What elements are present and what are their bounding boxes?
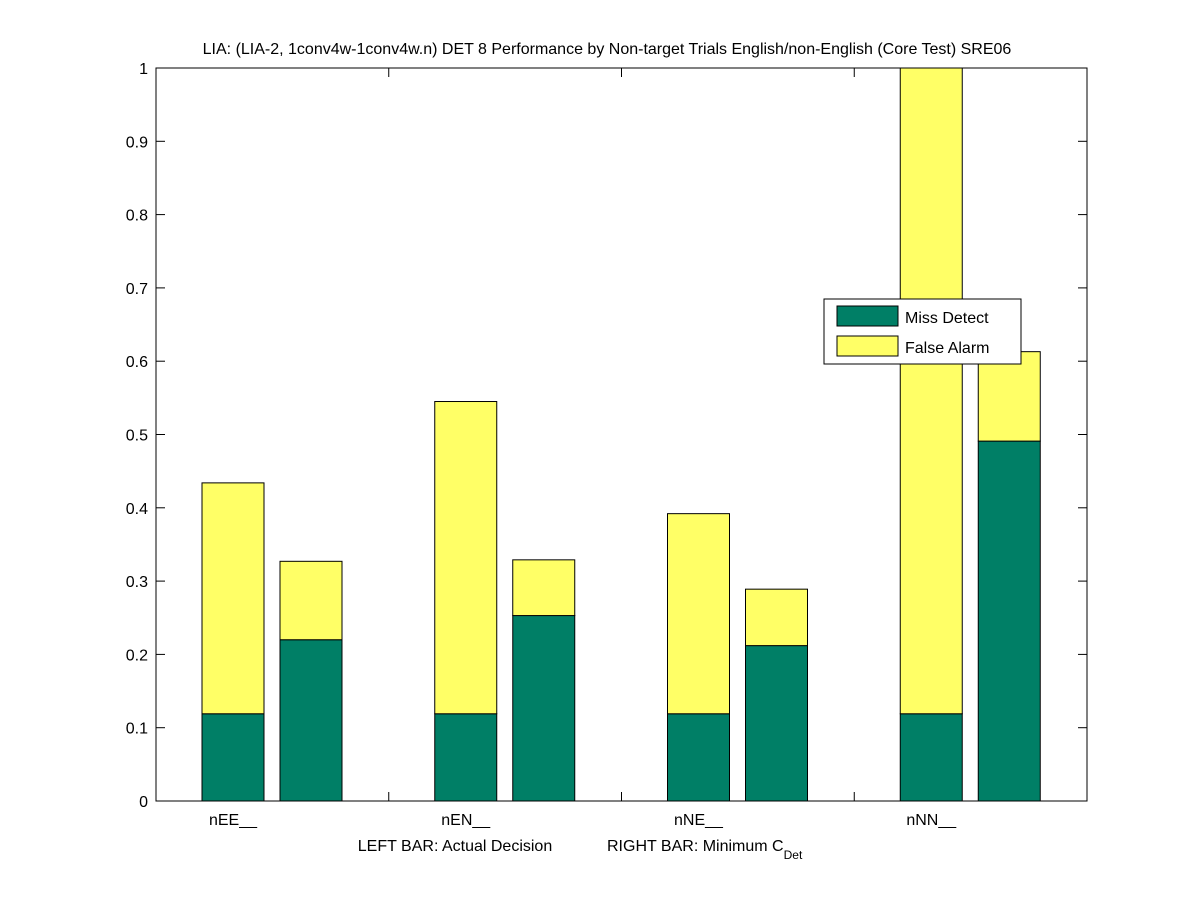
- legend-swatch-false-alarm: [836, 335, 899, 357]
- y-tick-label: 0.1: [126, 721, 148, 738]
- y-tick-label: 0.7: [126, 281, 148, 298]
- y-tick-label: 1: [139, 61, 148, 78]
- x-axis-label-right-main: RIGHT BAR: Minimum C: [607, 838, 784, 855]
- x-tick-label: nEN__: [441, 812, 491, 829]
- y-tick-label: 0.9: [126, 134, 148, 151]
- bar-actual-miss-detect-nne: [667, 713, 730, 802]
- bar-actual-miss-detect-nee: [201, 713, 265, 802]
- x-tick-label: nEE__: [209, 812, 258, 829]
- legend-label-miss-detect: Miss Detect: [905, 310, 989, 327]
- bar-minimum-false-alarm-nnn: [977, 351, 1041, 442]
- y-tick-label: 0.3: [126, 574, 148, 591]
- legend-swatch-miss-detect: [836, 305, 899, 327]
- x-axis: nEE__ nEN__ nNE__ nNN__: [209, 68, 957, 829]
- bars: [201, 67, 1041, 802]
- y-tick-label: 0.6: [126, 354, 148, 371]
- y-tick-label: 0.5: [126, 428, 148, 445]
- bar-minimum-miss-detect-nnn: [977, 440, 1041, 802]
- bar-minimum-false-alarm-nne: [745, 588, 808, 647]
- bar-actual-false-alarm-nnn: [899, 67, 963, 715]
- x-axis-label-left: LEFT BAR: Actual Decision: [358, 838, 552, 855]
- bar-minimum-miss-detect-nee: [279, 639, 343, 802]
- bar-minimum-miss-detect-nne: [745, 645, 808, 802]
- bar-actual-false-alarm-nne: [667, 513, 730, 715]
- legend-label-false-alarm: False Alarm: [905, 340, 989, 357]
- chart-title: LIA: (LIA-2, 1conv4w-1conv4w.n) DET 8 Pe…: [203, 41, 1012, 58]
- bar-actual-miss-detect-nnn: [899, 713, 963, 802]
- bar-actual-false-alarm-nen: [434, 401, 498, 715]
- bar-minimum-false-alarm-nee: [279, 560, 343, 641]
- bar-actual-false-alarm-nee: [201, 482, 265, 715]
- bar-minimum-miss-detect-nen: [512, 615, 576, 802]
- bar-minimum-false-alarm-nen: [512, 559, 576, 617]
- y-tick-label: 0.4: [126, 501, 148, 518]
- legend: Miss Detect False Alarm: [823, 298, 1022, 365]
- x-tick-label: nNE__: [674, 812, 724, 829]
- bar-actual-miss-detect-nen: [434, 713, 498, 802]
- x-axis-label-right: RIGHT BAR: Minimum CDet: [607, 838, 803, 862]
- x-axis-label-right-subscript: Det: [784, 848, 803, 862]
- y-tick-label: 0.2: [126, 647, 148, 664]
- y-tick-label: 0: [139, 794, 148, 811]
- y-axis: 0 0.1 0.2 0.3 0.4 0.5 0.6 0.7 0.8 0.9 1: [126, 61, 1087, 811]
- y-tick-label: 0.8: [126, 208, 148, 225]
- x-tick-label: nNN__: [906, 812, 957, 829]
